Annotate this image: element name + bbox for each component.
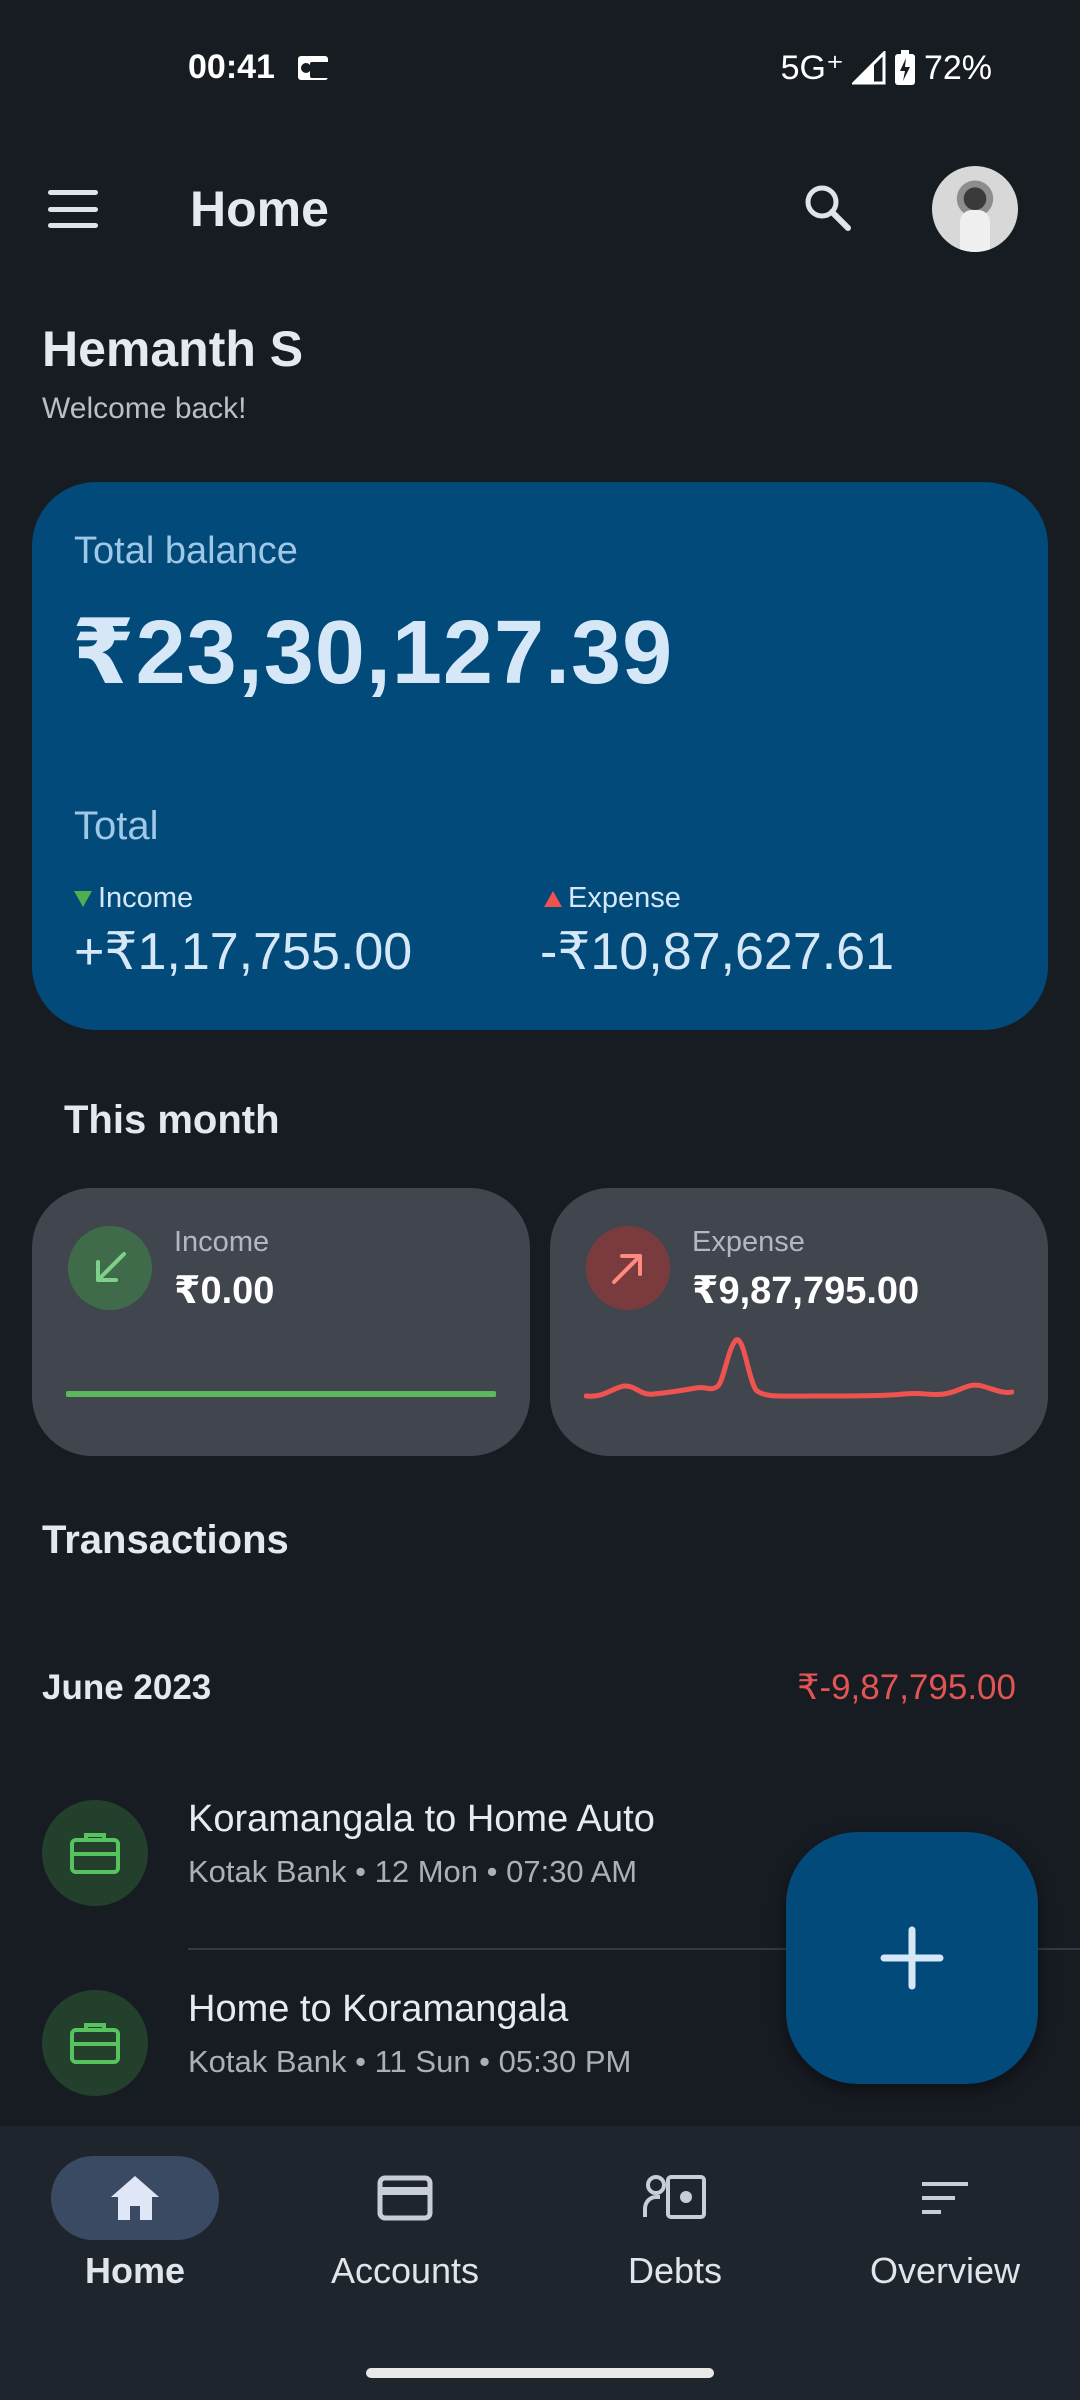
status-indicators: 5G⁺ 72% (781, 48, 992, 88)
nav-label: Home (84, 2250, 186, 2291)
user-name: Hemanth S (42, 321, 304, 377)
transactions-month-total: ₹-9,87,795.00 (797, 1668, 1016, 1707)
total-balance-value: ₹23,30,127.39 (72, 603, 674, 703)
nav-item-debts[interactable]: Debts (540, 2156, 810, 2306)
status-time: 00:41 (188, 48, 275, 86)
nav-label: Debts (627, 2250, 723, 2291)
nav-item-overview[interactable]: Overview (810, 2156, 1080, 2306)
plus-icon (880, 1926, 944, 1990)
transaction-name: Home to Koramangala (188, 1988, 569, 2030)
month-expense-label: Expense (692, 1226, 805, 1258)
period-label: Total (74, 804, 159, 848)
income-arrow-icon (74, 890, 92, 907)
month-expense-value: ₹9,87,795.00 (692, 1270, 920, 1312)
month-income-card[interactable]: Income ₹0.00 (32, 1188, 530, 1456)
transaction-meta: Kotak Bank • 11 Sun • 05:30 PM (188, 2044, 632, 2079)
transactions-month: June 2023 (42, 1668, 212, 1707)
avatar[interactable] (932, 166, 1018, 252)
search-button[interactable] (800, 180, 856, 236)
total-expense-value: -₹10,87,627.61 (540, 923, 895, 981)
expense-label: Expense (544, 882, 681, 915)
transaction-meta: Kotak Bank • 12 Mon • 07:30 AM (188, 1854, 638, 1889)
briefcase-icon (42, 1990, 148, 2096)
nav-item-home[interactable]: Home (0, 2156, 270, 2306)
debts-icon (643, 2175, 706, 2219)
page-title: Home (190, 181, 329, 237)
expense-arrow-up-right-icon (586, 1226, 670, 1310)
transaction-name: Koramangala to Home Auto (188, 1798, 655, 1840)
total-income-value: +₹1,17,755.00 (74, 923, 413, 981)
menu-icon (48, 190, 98, 195)
nav-item-accounts[interactable]: Accounts (270, 2156, 540, 2306)
month-income-label: Income (174, 1226, 270, 1258)
total-balance-card[interactable]: Total balance ₹23,30,127.39 Total Income… (32, 482, 1048, 1030)
card-icon (377, 2175, 433, 2221)
battery-level: 72% (923, 48, 992, 87)
signal-icon (851, 51, 886, 85)
transactions-title: Transactions (42, 1518, 289, 1562)
expense-arrow-icon (544, 890, 562, 907)
sort-icon (922, 2182, 968, 2214)
income-label: Income (74, 882, 193, 915)
notification-icon (296, 52, 336, 89)
income-arrow-down-left-icon (68, 1226, 152, 1310)
transaction-row[interactable]: Home to Koramangala Kotak Bank • 11 Sun … (0, 1970, 1080, 2120)
month-expense-card[interactable]: Expense ₹9,87,795.00 (550, 1188, 1048, 1456)
divider (188, 1948, 1080, 1950)
income-sparkline (66, 1391, 496, 1397)
this-month-title: This month (64, 1098, 280, 1142)
nav-label: Overview (869, 2250, 1021, 2291)
nav-label: Accounts (330, 2250, 480, 2291)
search-icon (805, 185, 851, 231)
menu-button[interactable] (44, 184, 102, 234)
transaction-row[interactable]: Koramangala to Home Auto Kotak Bank • 12… (0, 1780, 1080, 1930)
home-icon (111, 2176, 159, 2220)
month-income-value: ₹0.00 (174, 1270, 275, 1312)
bottom-navigation: Home Accounts Debts Overview (0, 2126, 1080, 2400)
home-indicator[interactable] (366, 2368, 714, 2378)
add-transaction-button[interactable] (786, 1832, 1038, 2084)
battery-icon (894, 50, 915, 85)
briefcase-icon (42, 1800, 148, 1906)
network-label: 5G⁺ (780, 49, 844, 87)
expense-sparkline (584, 1337, 1014, 1399)
welcome-text: Welcome back! (42, 392, 247, 425)
total-balance-label: Total balance (74, 530, 298, 572)
